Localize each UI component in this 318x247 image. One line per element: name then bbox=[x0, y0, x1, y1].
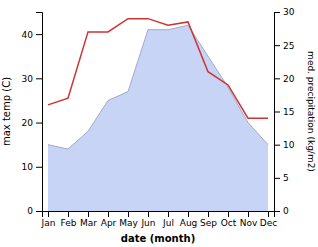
y-tick: 0 bbox=[27, 206, 42, 216]
y-tick: 10 bbox=[22, 162, 42, 172]
tick-mark bbox=[128, 211, 129, 217]
x-tick: Jan bbox=[41, 211, 56, 228]
tick-label: 20 bbox=[283, 74, 295, 84]
tick-mark bbox=[274, 145, 280, 146]
y-tick: 25 bbox=[274, 41, 294, 51]
axis-domain bbox=[43, 212, 275, 218]
chart: Jan FebMar AprMayJun Jul AugSep OctNovDec 0 10 2… bbox=[0, 0, 318, 247]
x-axis: Jan FebMar AprMayJun Jul AugSep OctNovDec bbox=[41, 211, 278, 228]
tick-label: 0 bbox=[283, 206, 289, 216]
tick-mark bbox=[208, 211, 209, 217]
axis-domain bbox=[36, 13, 43, 212]
tick-label: Jul bbox=[162, 218, 174, 228]
line bbox=[48, 19, 268, 119]
y-tick: 20 bbox=[274, 74, 295, 84]
x-tick: Sep bbox=[200, 211, 217, 228]
tick-mark bbox=[274, 178, 280, 179]
x-tick: Feb bbox=[61, 211, 77, 228]
marks bbox=[48, 19, 268, 211]
plot-root: Jan FebMar AprMayJun Jul AugSep OctNovDec 0 10 2… bbox=[1, 7, 316, 244]
y-tick: 0 bbox=[274, 206, 289, 216]
y-tick: 10 bbox=[274, 140, 295, 150]
x-tick: Dec bbox=[260, 211, 277, 228]
tick-mark bbox=[36, 167, 42, 168]
y-axis-title: max temp (C) bbox=[1, 77, 12, 146]
y-tick: 30 bbox=[22, 74, 42, 84]
tick-label: 15 bbox=[283, 107, 294, 117]
tick-label: 40 bbox=[22, 29, 34, 39]
tick-label: Nov bbox=[240, 218, 258, 228]
tick-mark bbox=[36, 78, 42, 79]
x-tick: Oct bbox=[221, 211, 237, 228]
tick-label: 30 bbox=[22, 74, 34, 84]
tick-mark bbox=[148, 211, 149, 217]
x-tick: Mar bbox=[80, 211, 97, 228]
tick-label: 20 bbox=[22, 118, 34, 128]
y-axis: 0 10 20 30 40 bbox=[22, 13, 43, 217]
tick-mark bbox=[68, 211, 69, 217]
tick-label: Jan bbox=[41, 218, 56, 228]
tick-mark bbox=[48, 211, 49, 217]
y-tick: 40 bbox=[22, 29, 42, 39]
tick-label: Jun bbox=[140, 218, 155, 228]
tick-label: Oct bbox=[221, 218, 237, 228]
tick-mark bbox=[274, 12, 280, 13]
x-tick: Apr bbox=[101, 211, 117, 228]
tick-label: 25 bbox=[283, 41, 294, 51]
tick-label: Feb bbox=[61, 218, 77, 228]
axis-domain bbox=[275, 13, 281, 212]
tick-mark bbox=[274, 78, 280, 79]
tick-label: Mar bbox=[80, 218, 97, 228]
tick-mark bbox=[88, 211, 89, 217]
tick-label: Aug bbox=[180, 218, 198, 228]
tick-label: 10 bbox=[283, 140, 295, 150]
tick-mark bbox=[274, 211, 280, 212]
tick-label: 0 bbox=[27, 206, 33, 216]
x-tick: May bbox=[119, 211, 138, 228]
y-tick: 15 bbox=[274, 107, 294, 117]
y2-axis-title: med. precipitation (kg/m2) bbox=[306, 51, 316, 172]
tick-mark bbox=[248, 211, 249, 217]
x-tick: Aug bbox=[180, 211, 198, 228]
tick-mark bbox=[168, 211, 169, 217]
tick-label: May bbox=[119, 218, 138, 228]
tick-label: 30 bbox=[283, 7, 295, 17]
x-tick: Nov bbox=[240, 211, 258, 228]
tick-mark bbox=[268, 211, 269, 217]
tick-label: Sep bbox=[200, 218, 217, 228]
area-outline bbox=[48, 25, 268, 149]
y2-axis: 0 5 10 15 20 25 30 bbox=[274, 7, 295, 216]
tick-mark bbox=[228, 211, 229, 217]
tick-mark bbox=[274, 45, 280, 46]
tick-mark bbox=[188, 211, 189, 217]
x-axis-title: date (month) bbox=[121, 233, 195, 244]
x-tick: Jul bbox=[162, 211, 174, 228]
tick-label: Dec bbox=[260, 218, 277, 228]
tick-label: 10 bbox=[22, 162, 34, 172]
y-tick: 5 bbox=[274, 173, 289, 183]
tick-mark bbox=[36, 211, 42, 212]
tick-label: 5 bbox=[283, 173, 289, 183]
x-tick: Jun bbox=[140, 211, 155, 228]
tick-mark bbox=[274, 112, 280, 113]
tick-mark bbox=[36, 123, 42, 124]
tick-mark bbox=[36, 34, 42, 35]
y-tick: 30 bbox=[274, 7, 295, 17]
tick-mark bbox=[108, 211, 109, 217]
y-tick: 20 bbox=[22, 118, 42, 128]
tick-label: Apr bbox=[101, 218, 117, 228]
